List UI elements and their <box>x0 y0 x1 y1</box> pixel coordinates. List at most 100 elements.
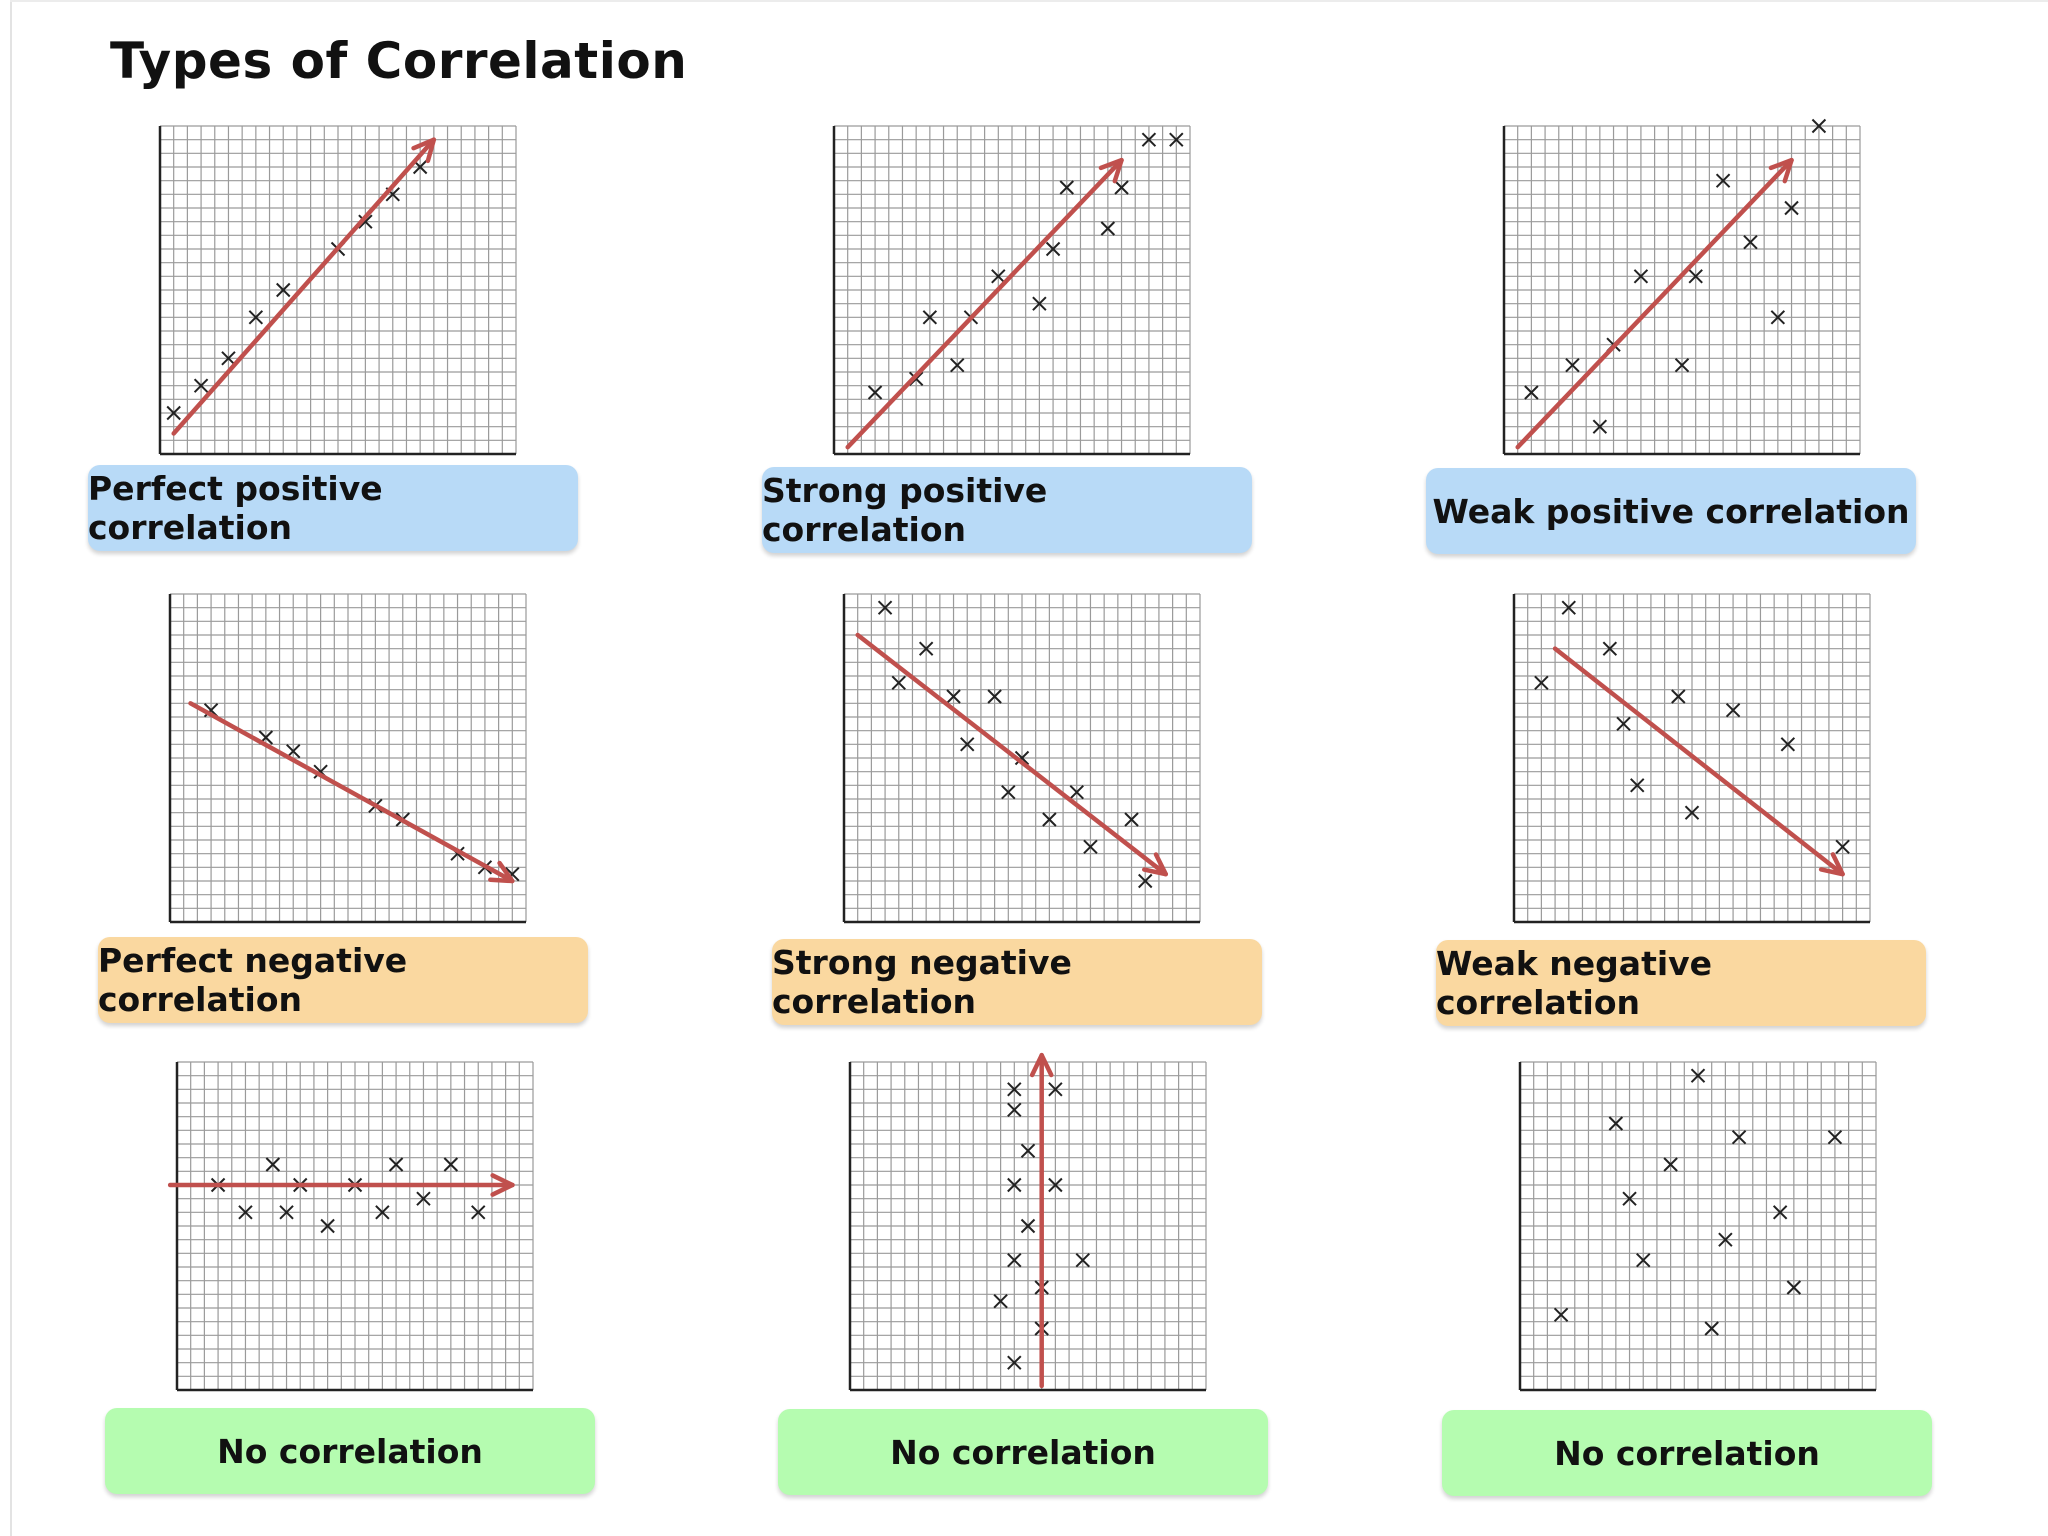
scatter-plot <box>158 125 517 456</box>
data-point <box>1616 716 1631 732</box>
data-point <box>1636 1252 1651 1268</box>
data-point <box>960 737 975 752</box>
data-point <box>1007 1252 1022 1268</box>
grid <box>159 125 517 455</box>
caption-label: Strong positive correlation <box>762 467 1252 553</box>
scatter-plot <box>848 1052 1207 1392</box>
data-point <box>276 282 291 298</box>
data-point <box>877 600 893 615</box>
scatter-plot <box>842 593 1201 924</box>
data-point <box>1059 180 1074 195</box>
trend-arrow <box>1515 157 1794 450</box>
data-point <box>946 689 961 704</box>
data-point <box>279 1205 294 1220</box>
data-point <box>1048 1082 1063 1097</box>
data-point <box>1674 357 1690 373</box>
scatter-plot <box>1518 1061 1877 1392</box>
data-point <box>987 689 1002 704</box>
frame-left-border <box>10 0 12 1536</box>
data-point <box>1114 180 1129 195</box>
scatter-plot <box>832 125 1191 456</box>
data-point <box>1007 1102 1022 1118</box>
panel-perfect-negative: Perfect negative correlation <box>98 588 618 1048</box>
data-point <box>1770 310 1786 325</box>
data-point <box>1141 132 1157 147</box>
panel-strong-negative: Strong negative correlation <box>772 588 1292 1048</box>
trend-arrow <box>171 137 437 436</box>
trend-arrow <box>188 701 515 884</box>
data-point <box>1688 269 1703 284</box>
grid <box>176 1061 534 1391</box>
data-point <box>1784 200 1799 216</box>
panel-weak-positive: Weak positive correlation <box>1426 118 1946 580</box>
data-point <box>1690 1068 1706 1083</box>
data-point <box>1561 600 1576 615</box>
data-point <box>993 1293 1008 1309</box>
trend-arrow <box>167 1173 515 1197</box>
data-point <box>1100 221 1116 236</box>
trend-arrow <box>845 157 1124 450</box>
data-point <box>1020 1143 1036 1159</box>
data-point <box>1083 839 1098 855</box>
data-point <box>1553 1307 1569 1323</box>
panel-perfect-positive: Perfect positive correlation <box>88 120 608 580</box>
data-point <box>1663 1157 1678 1172</box>
data-point <box>1772 1205 1788 1220</box>
data-point <box>1827 1129 1843 1145</box>
page-title: Types of Correlation <box>110 32 688 90</box>
data-point <box>1780 737 1796 752</box>
data-point <box>1715 173 1731 188</box>
data-point <box>922 310 938 325</box>
scatter-plot <box>1502 118 1861 456</box>
data-point <box>265 1157 281 1172</box>
data-point <box>1718 1232 1733 1247</box>
trend-arrow <box>1552 646 1845 877</box>
data-point <box>221 351 236 366</box>
caption-label: Weak negative correlation <box>1436 940 1926 1026</box>
caption-label: Weak positive correlation <box>1426 468 1916 554</box>
data-point <box>1169 132 1184 147</box>
data-point <box>320 1218 335 1234</box>
data-point <box>1811 118 1827 134</box>
grid <box>169 593 527 923</box>
frame-top-border <box>10 0 2048 2</box>
data-point <box>1075 1252 1090 1268</box>
data-point <box>375 1205 390 1220</box>
data-point <box>1020 1218 1036 1234</box>
data-point <box>416 1191 431 1206</box>
caption-label: Perfect negative correlation <box>98 937 588 1023</box>
data-point <box>1007 1082 1022 1097</box>
caption-label: Perfect positive correlation <box>88 465 578 551</box>
panel-no-correlation-3: No correlation <box>1442 1056 1962 1516</box>
scatter-plot <box>167 1061 534 1392</box>
data-point <box>950 357 965 373</box>
data-point <box>1622 1191 1637 1206</box>
trend-arrow <box>855 632 1169 877</box>
data-point <box>443 1157 459 1172</box>
data-point <box>193 378 209 393</box>
grid <box>1519 1061 1877 1391</box>
data-point <box>1630 778 1645 793</box>
data-point <box>991 269 1006 284</box>
panel-weak-negative: Weak negative correlation <box>1436 588 1956 1048</box>
data-point <box>1725 702 1741 718</box>
data-point <box>1592 419 1608 434</box>
data-point <box>1704 1321 1719 1336</box>
data-point <box>238 1205 253 1220</box>
data-point <box>1671 689 1686 704</box>
data-point <box>1014 750 1030 766</box>
data-point <box>248 310 264 325</box>
scatter-plot <box>168 593 527 924</box>
scatter-plot <box>1512 593 1871 924</box>
data-point <box>1524 385 1539 400</box>
data-point <box>1032 296 1047 311</box>
data-point <box>358 214 373 229</box>
panel-no-correlation-1: No correlation <box>105 1056 625 1516</box>
data-point <box>388 1157 404 1172</box>
data-point <box>1138 873 1153 889</box>
data-point <box>1001 784 1016 800</box>
data-point <box>1124 812 1139 827</box>
caption-label: No correlation <box>778 1409 1268 1495</box>
data-point <box>1565 357 1580 373</box>
data-point <box>166 405 181 421</box>
